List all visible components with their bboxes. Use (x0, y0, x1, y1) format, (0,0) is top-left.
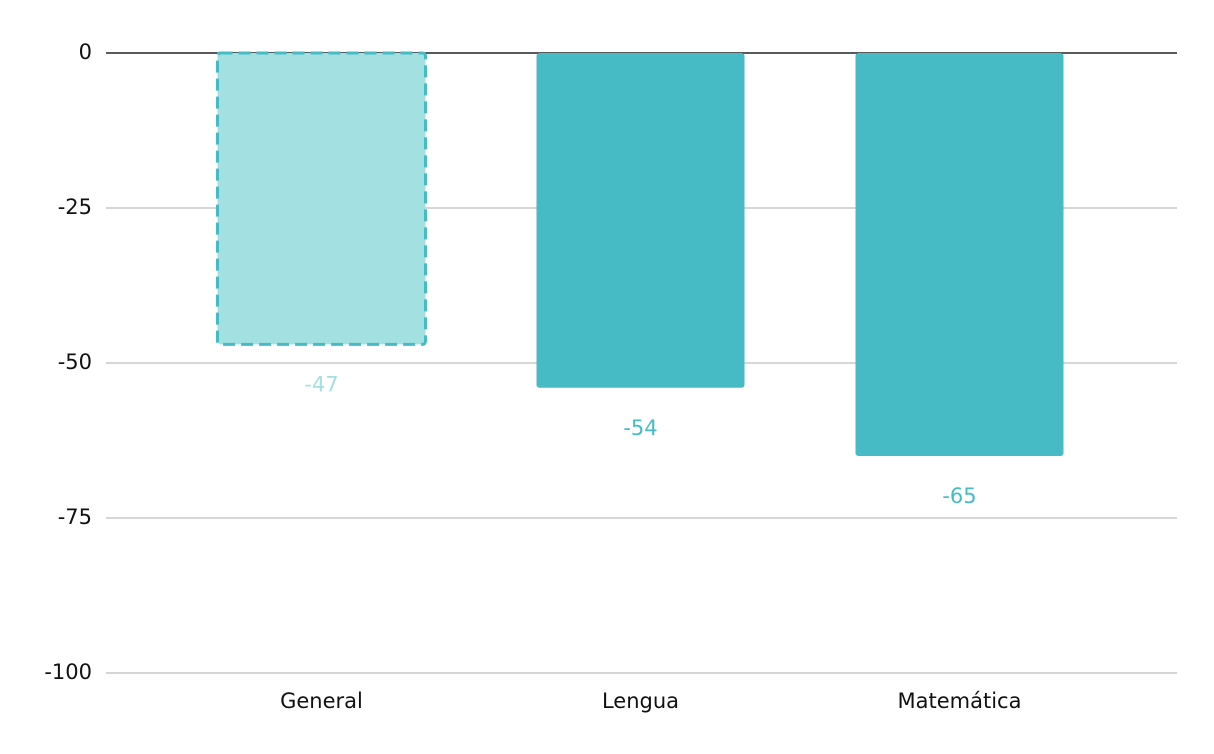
x-tick-label: General (280, 689, 363, 713)
x-tick-label: Matemática (898, 689, 1022, 713)
x-tick-label: Lengua (602, 689, 679, 713)
y-tick-label: -25 (58, 195, 92, 219)
value-label: -54 (623, 416, 657, 440)
bar (855, 53, 1064, 456)
y-tick-label: -50 (58, 350, 92, 374)
bar (536, 53, 745, 388)
y-tick-label: -75 (58, 505, 92, 529)
value-label: -65 (942, 484, 976, 508)
bar (216, 51, 427, 346)
value-label: -47 (304, 372, 338, 396)
y-tick-label: 0 (79, 40, 92, 64)
y-tick-label: -100 (44, 660, 92, 684)
